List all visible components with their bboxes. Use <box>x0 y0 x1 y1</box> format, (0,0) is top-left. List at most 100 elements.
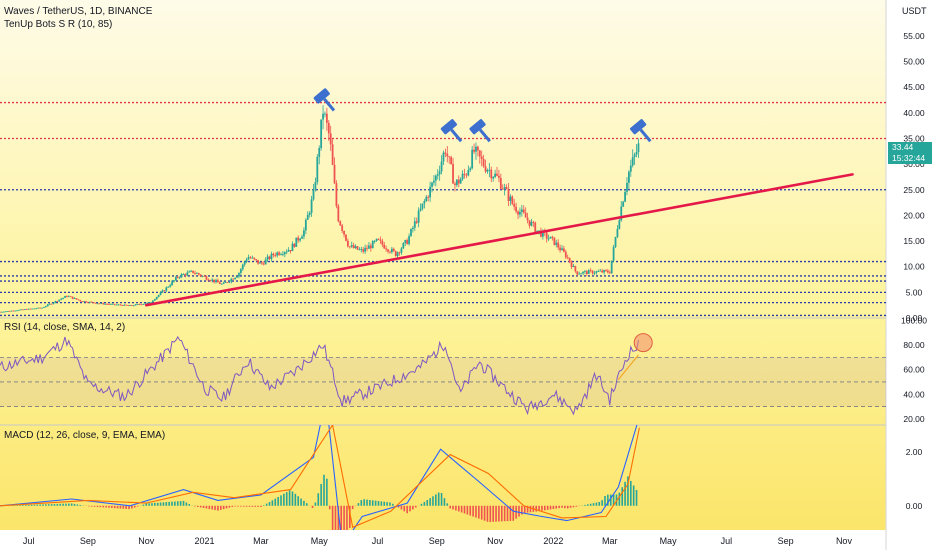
candle-body <box>327 122 330 134</box>
candle-body <box>161 290 164 293</box>
trendline <box>144 173 854 307</box>
candle-body <box>345 234 347 241</box>
candle-body <box>54 301 57 303</box>
macd-histogram-bar <box>245 505 248 507</box>
candle-body <box>465 174 468 176</box>
macd-histogram-bar <box>257 505 259 507</box>
candle-body <box>155 296 158 300</box>
macd-histogram-bar <box>297 496 300 506</box>
macd-histogram-bar <box>225 505 228 509</box>
candle-body <box>582 271 584 274</box>
candle-body <box>201 275 204 277</box>
macd-histogram-bar <box>179 501 182 506</box>
candle-body <box>87 302 89 304</box>
candle-body <box>108 304 110 305</box>
candle-body <box>603 270 605 273</box>
candle-body <box>532 221 535 223</box>
macd-histogram-bar <box>607 494 609 506</box>
rsi-line <box>0 335 639 416</box>
candle-body <box>130 305 133 306</box>
macd-histogram-bar <box>154 502 156 506</box>
candle-body <box>230 278 233 282</box>
macd-histogram-bar <box>176 501 179 506</box>
candle-body <box>213 279 215 283</box>
candle-body <box>247 257 250 260</box>
macd-histogram-bar <box>518 505 520 517</box>
macd-histogram-bar <box>79 504 82 506</box>
macd-histogram-bar <box>27 504 30 506</box>
candle-body <box>148 302 151 304</box>
macd-histogram-bar <box>242 505 245 507</box>
macd-histogram-bar <box>498 505 500 522</box>
candle-body <box>325 113 328 123</box>
candle-body <box>283 252 286 255</box>
candle-body <box>584 271 586 272</box>
candle-body <box>446 153 449 157</box>
candle-body <box>383 244 386 249</box>
candle-body <box>431 182 433 187</box>
candle-body <box>475 146 477 152</box>
candle-body <box>8 311 11 312</box>
candle-body <box>224 282 227 283</box>
candle-body <box>501 188 504 190</box>
time-tick-label: Jul <box>721 536 733 546</box>
candle-body <box>23 309 26 311</box>
candle-body <box>291 243 294 252</box>
candle-body <box>35 308 38 310</box>
candle-body <box>369 245 372 249</box>
candle-body <box>129 305 131 306</box>
candle-body <box>396 252 399 257</box>
candle-body <box>66 296 68 297</box>
candle-body <box>1 311 3 313</box>
macd-histogram-bar <box>116 505 119 509</box>
macd-histogram-bar <box>33 504 36 506</box>
candle-body <box>524 212 527 218</box>
candle-body <box>343 230 345 235</box>
macd-histogram-bar <box>65 503 67 506</box>
candle-body <box>318 148 321 157</box>
candle-body <box>83 301 86 303</box>
macd-histogram-bar <box>392 503 394 506</box>
candle-body <box>157 294 160 297</box>
candle-body <box>585 271 588 274</box>
macd-histogram-bar <box>366 499 368 506</box>
time-tick-label: Nov <box>836 536 853 546</box>
macd-histogram-bar <box>380 501 383 506</box>
indicator-label[interactable]: TenUp Bots S R (10, 85) <box>4 19 113 30</box>
candle-body <box>304 219 307 231</box>
candle-body <box>417 210 420 223</box>
rsi-legend[interactable]: RSI (14, close, SMA, 14, 2) <box>4 322 126 333</box>
macd-histogram-bar <box>624 481 626 506</box>
candle-body <box>37 307 40 309</box>
candle-body <box>597 271 600 272</box>
candle-body <box>287 250 290 252</box>
candle-body <box>534 222 537 233</box>
macd-histogram-bar <box>541 505 543 511</box>
macd-histogram-bar <box>360 500 363 506</box>
candle-body <box>488 169 491 171</box>
candle-body <box>238 272 240 277</box>
macd-legend[interactable]: MACD (12, 26, close, 9, EMA, EMA) <box>4 430 166 441</box>
macd-histogram-bar <box>231 505 234 507</box>
candle-body <box>536 230 539 233</box>
macd-histogram-bar <box>45 504 47 506</box>
time-axis-background <box>0 530 886 550</box>
candle-body <box>44 306 47 308</box>
candle-body <box>331 144 334 165</box>
macd-histogram-bar <box>452 505 454 510</box>
macd-histogram-bar <box>251 505 254 507</box>
candle-body <box>278 252 280 255</box>
candle-body <box>52 302 55 304</box>
macd-line <box>0 425 638 530</box>
macd-histogram-bar <box>572 505 575 508</box>
price-tick-label: 30.00 <box>903 159 925 169</box>
macd-histogram-bar <box>311 505 314 508</box>
macd-histogram-bar <box>400 505 403 510</box>
symbol-title[interactable]: Waves / TetherUS, 1D, BINANCE <box>4 6 153 17</box>
macd-histogram-bar <box>148 503 150 506</box>
macd-histogram-bar <box>469 505 472 516</box>
candle-body <box>433 180 435 183</box>
candle-body <box>471 149 474 169</box>
candle-body <box>220 283 223 285</box>
